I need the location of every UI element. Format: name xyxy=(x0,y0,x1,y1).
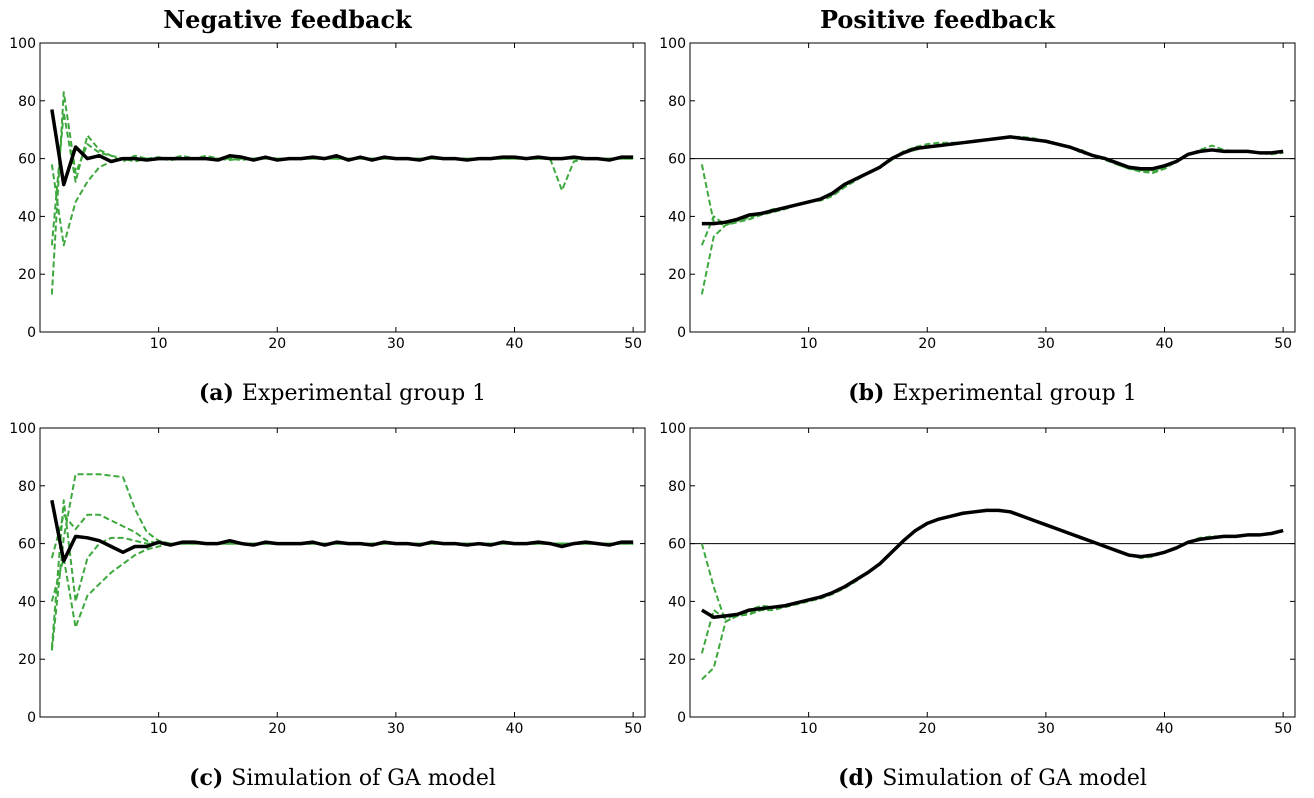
data-line xyxy=(50,542,634,629)
y-tick-label: 20 xyxy=(18,652,36,668)
y-tick-label: 40 xyxy=(18,209,36,225)
x-tick-label: 20 xyxy=(268,336,286,352)
y-tick-label: 100 xyxy=(659,421,686,437)
x-tick-label: 20 xyxy=(918,336,936,352)
x-tick-label: 10 xyxy=(800,721,818,737)
caption: (b) Experimental group 1 xyxy=(848,380,1136,406)
y-tick-label: 80 xyxy=(668,479,686,495)
x-tick-label: 10 xyxy=(150,336,168,352)
plot-frame xyxy=(689,427,1296,718)
y-tick-label: 40 xyxy=(668,209,686,225)
data-line xyxy=(700,135,1284,295)
x-tick-label: 40 xyxy=(1156,721,1174,737)
y-tick-label: 80 xyxy=(668,94,686,110)
y-tick-label: 80 xyxy=(18,479,36,495)
data-line xyxy=(50,473,634,651)
y-tick-label: 0 xyxy=(677,325,686,341)
caption-text: Experimental group 1 xyxy=(242,381,486,406)
x-tick-label: 40 xyxy=(506,336,524,352)
x-tick-label: 10 xyxy=(150,721,168,737)
x-tick-label: 50 xyxy=(1274,336,1292,352)
caption: (d) Simulation of GA model xyxy=(838,765,1147,791)
x-tick-label: 40 xyxy=(1156,336,1174,352)
data-line xyxy=(50,109,634,187)
y-tick-label: 60 xyxy=(18,537,36,553)
caption-label: (b) xyxy=(848,380,884,406)
data-line xyxy=(50,513,634,559)
column-header: Positive feedback xyxy=(820,5,1056,34)
data-line xyxy=(700,135,1284,227)
plot-frame xyxy=(39,427,646,718)
caption-label: (a) xyxy=(199,380,234,406)
data-line xyxy=(701,509,1284,681)
x-tick-label: 50 xyxy=(624,721,642,737)
x-tick-label: 20 xyxy=(268,721,286,737)
y-tick-label: 80 xyxy=(18,94,36,110)
x-tick-label: 50 xyxy=(624,336,642,352)
x-tick-label: 40 xyxy=(506,721,524,737)
caption-label: (c) xyxy=(189,765,223,791)
x-tick-label: 20 xyxy=(918,721,936,737)
x-tick-label: 30 xyxy=(1037,336,1055,352)
caption: (a) Experimental group 1 xyxy=(199,380,486,406)
caption-text: Simulation of GA model xyxy=(231,766,496,791)
data-line xyxy=(50,157,634,247)
plot-frame xyxy=(689,42,1296,333)
y-tick-label: 40 xyxy=(668,594,686,610)
y-tick-label: 20 xyxy=(668,652,686,668)
y-tick-label: 0 xyxy=(677,710,686,726)
caption-label: (d) xyxy=(838,765,874,791)
plot-frame xyxy=(39,42,646,333)
y-tick-label: 100 xyxy=(9,421,36,437)
data-line xyxy=(50,499,634,563)
y-tick-label: 0 xyxy=(27,710,36,726)
caption-text: Experimental group 1 xyxy=(892,381,1136,406)
caption-text: Simulation of GA model xyxy=(882,766,1147,791)
data-line xyxy=(701,135,1284,226)
x-tick-label: 50 xyxy=(1274,721,1292,737)
data-line xyxy=(50,111,634,246)
data-line xyxy=(700,509,1284,654)
y-tick-label: 60 xyxy=(668,537,686,553)
data-line xyxy=(50,91,634,295)
data-line xyxy=(700,508,1284,620)
y-tick-label: 60 xyxy=(668,152,686,168)
x-tick-label: 30 xyxy=(387,721,405,737)
caption: (c) Simulation of GA model xyxy=(189,765,496,791)
y-tick-label: 0 xyxy=(27,325,36,341)
y-tick-label: 100 xyxy=(659,36,686,52)
x-tick-label: 30 xyxy=(1037,721,1055,737)
y-tick-label: 40 xyxy=(18,594,36,610)
y-tick-label: 20 xyxy=(18,267,36,283)
y-tick-label: 100 xyxy=(9,36,36,52)
x-tick-label: 10 xyxy=(800,336,818,352)
y-tick-label: 20 xyxy=(668,267,686,283)
x-tick-label: 30 xyxy=(387,336,405,352)
column-header: Negative feedback xyxy=(163,5,413,34)
data-line xyxy=(50,499,634,648)
y-tick-label: 60 xyxy=(18,152,36,168)
